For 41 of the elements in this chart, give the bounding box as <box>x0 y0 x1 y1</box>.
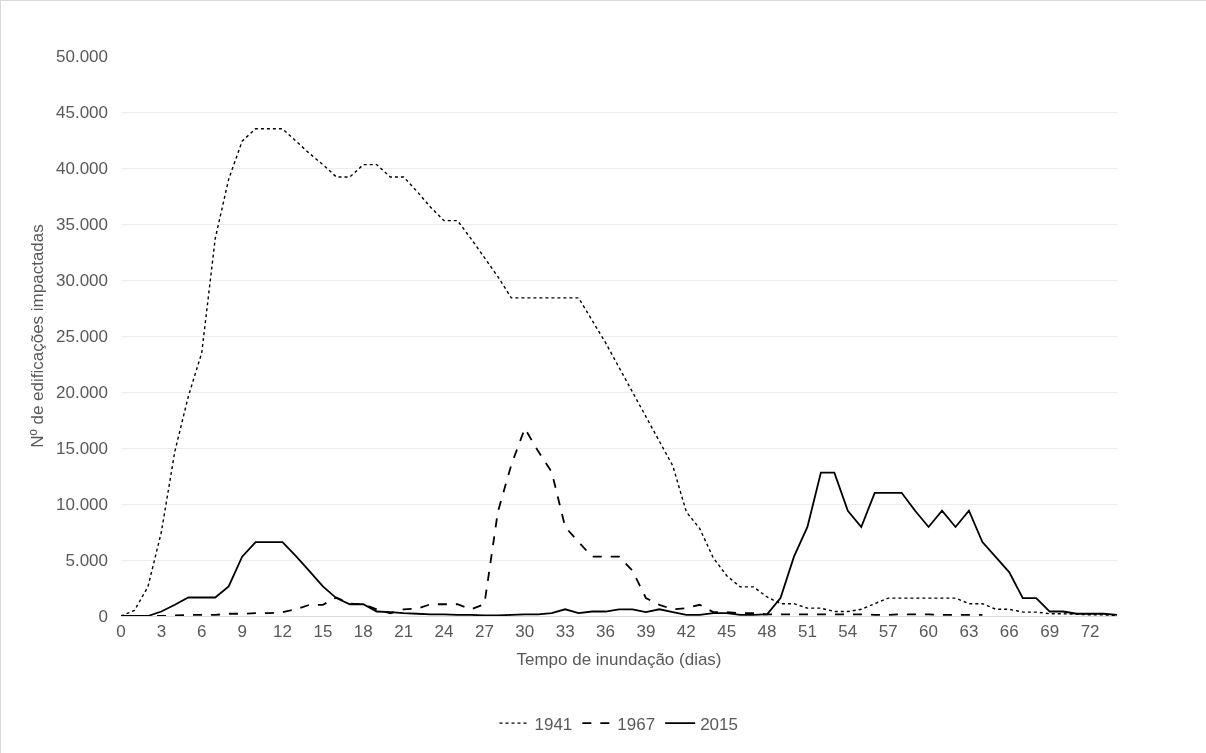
y-tick-label: 5.000 <box>65 550 108 570</box>
x-axis-title: Tempo de inundação (dias) <box>516 649 722 669</box>
x-tick-label: 48 <box>757 622 777 642</box>
x-tick-label: 12 <box>273 622 292 642</box>
legend-label: 2015 <box>700 714 738 734</box>
legend-label: 1941 <box>534 714 573 734</box>
y-tick-label: 10.000 <box>56 494 108 514</box>
y-tick-label: 15.000 <box>56 438 108 458</box>
y-tick-label: 25.000 <box>56 326 108 346</box>
legend-label: 1967 <box>617 714 656 734</box>
x-tick-label: 3 <box>156 622 167 642</box>
y-axis-title: Nº de edificações impactadas <box>27 224 47 448</box>
x-tick-label: 36 <box>596 622 615 642</box>
x-tick-label: 63 <box>959 622 979 642</box>
x-tick-label: 21 <box>394 622 414 642</box>
y-tick-label: 20.000 <box>56 382 108 402</box>
y-tick-label: 35.000 <box>56 214 108 234</box>
y-tick-label: 0 <box>98 606 108 626</box>
x-tick-label: 27 <box>474 622 494 642</box>
x-tick-label: 45 <box>717 622 737 642</box>
x-tick-label: 60 <box>919 622 939 642</box>
y-tick-label: 45.000 <box>56 102 108 122</box>
x-tick-label: 51 <box>797 622 817 642</box>
y-tick-label: 40.000 <box>56 158 108 178</box>
x-tick-label: 9 <box>237 622 247 642</box>
x-tick-label: 18 <box>353 622 373 642</box>
x-tick-label: 69 <box>1040 622 1060 642</box>
x-tick-label: 0 <box>116 622 126 642</box>
x-tick-label: 6 <box>197 622 207 642</box>
x-tick-label: 24 <box>434 622 454 642</box>
x-tick-label: 72 <box>1080 622 1100 642</box>
x-tick-label: 42 <box>676 622 696 642</box>
x-tick-label: 66 <box>999 622 1019 642</box>
x-tick-label: 57 <box>878 622 898 642</box>
x-tick-label: 39 <box>636 622 656 642</box>
y-tick-label: 50.000 <box>56 46 108 66</box>
x-tick-label: 30 <box>515 622 535 642</box>
x-tick-label: 33 <box>555 622 575 642</box>
x-tick-label: 15 <box>313 622 333 642</box>
x-tick-label: 54 <box>838 622 858 642</box>
y-tick-label: 30.000 <box>56 270 108 290</box>
